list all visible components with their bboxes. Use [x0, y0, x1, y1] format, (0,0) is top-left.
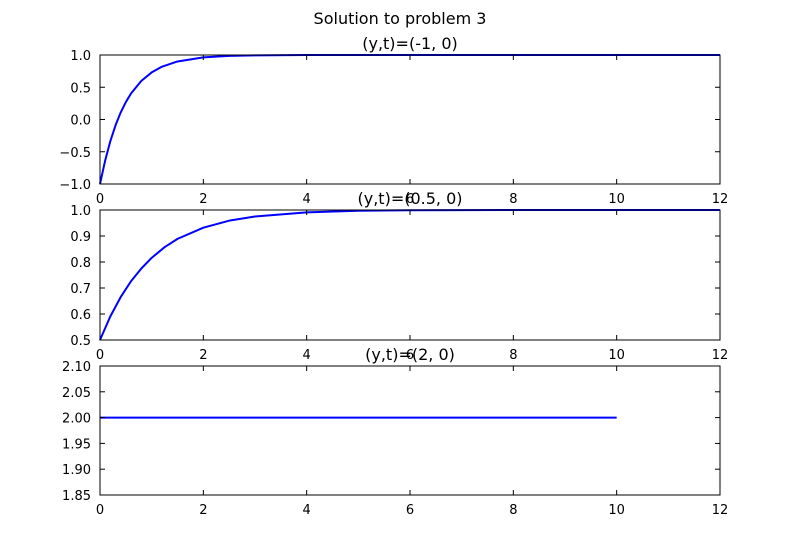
axes-frame — [99, 209, 721, 341]
y-tick-label: 0.7 — [70, 282, 91, 297]
x-tick-label: 10 — [608, 503, 625, 518]
x-tick-label: 4 — [303, 348, 311, 363]
x-tick-label: 8 — [509, 503, 517, 518]
x-tick-label: 10 — [608, 348, 625, 363]
y-tick-label: 0.0 — [70, 114, 91, 129]
y-tick-label: 0.5 — [70, 81, 91, 96]
subplot-2: 0 2 4 6 8 10 12 0.5 0.6 0.7 0.8 0.9 1.0 (y,t)=(0.5, 0… — [70, 189, 728, 363]
series-line-2-1 — [99, 209, 720, 341]
x-tick-label: 12 — [712, 192, 729, 207]
y-tick-label: 0.5 — [70, 334, 91, 349]
y-tick-label: 1.90 — [62, 463, 91, 478]
x-tick-label: 2 — [199, 348, 207, 363]
y-tick-label: 2.10 — [62, 360, 91, 375]
x-tick-label: 6 — [406, 503, 414, 518]
y-tick-label: 0.8 — [70, 256, 91, 271]
subplot-1: 0 2 4 6 8 10 12 −1.0 −0.5 0.0 0.5 1.0 (y,t)=(-1, 0) — [59, 34, 728, 207]
x-tick-label: 8 — [509, 348, 517, 363]
x-tick-label: 8 — [509, 192, 517, 207]
subplot-title: (y,t)=(-1, 0) — [362, 34, 458, 53]
figure-suptitle: Solution to problem 3 — [313, 9, 487, 28]
y-tick-label: −0.5 — [59, 146, 91, 161]
x-tick-label: 12 — [712, 503, 729, 518]
subplot-title: (y,t)=(0.5, 0) — [358, 189, 463, 208]
y-tick-label: 1.95 — [62, 437, 91, 452]
x-tick-label: 6 — [406, 192, 414, 207]
x-tick-label: 0 — [96, 348, 104, 363]
y-tick-label: 2.05 — [62, 386, 91, 401]
y-tick-label: 1.0 — [70, 204, 91, 219]
y-tick-label: 1.85 — [62, 489, 91, 504]
x-tick-label: 2 — [199, 192, 207, 207]
y-tick-label: −1.0 — [59, 178, 91, 193]
y-tick-label: 2.00 — [62, 412, 91, 427]
x-tick-label: 10 — [608, 192, 625, 207]
x-tick-label: 4 — [303, 503, 311, 518]
y-tick-label: 0.6 — [70, 308, 91, 323]
y-tick-label: 1.0 — [70, 49, 91, 64]
series-line-1-1 — [99, 54, 720, 185]
x-tick-label: 0 — [96, 503, 104, 518]
x-tick-label: 4 — [303, 192, 311, 207]
x-tick-label: 12 — [712, 348, 729, 363]
subplot-3: 0 2 4 6 8 10 12 1.85 1.90 1.95 2.00 2.05 2.10 (y,t)=(… — [62, 345, 728, 518]
axes-frame — [99, 54, 721, 185]
x-tick-label: 6 — [406, 348, 414, 363]
y-tick-label: 0.9 — [70, 230, 91, 245]
x-tick-label: 2 — [199, 503, 207, 518]
subplot-title: (y,t)=(2, 0) — [365, 345, 455, 364]
x-tick-label: 0 — [96, 192, 104, 207]
axes-frame — [99, 365, 721, 496]
